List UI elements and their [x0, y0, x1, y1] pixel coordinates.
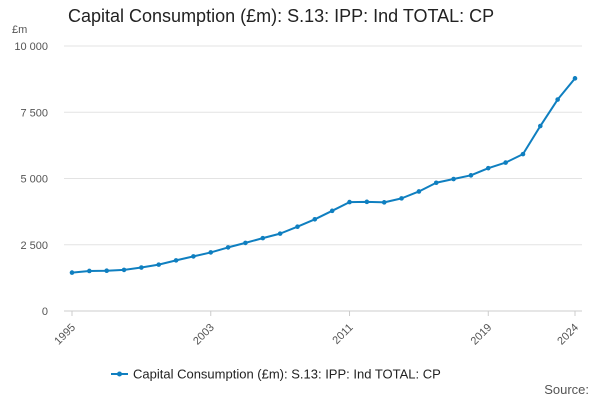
data-point[interactable]: [399, 196, 404, 201]
data-point[interactable]: [277, 231, 283, 236]
data-point[interactable]: [433, 180, 439, 186]
axes: [64, 310, 582, 316]
data-point[interactable]: [260, 235, 266, 241]
legend-marker: [117, 371, 122, 377]
data-point[interactable]: [191, 254, 196, 259]
source-label: Source:: [544, 382, 589, 397]
data-point[interactable]: [87, 268, 92, 274]
series-line: [71, 77, 576, 274]
data-point[interactable]: [485, 165, 491, 171]
data-point[interactable]: [156, 262, 162, 267]
data-point[interactable]: [381, 200, 387, 205]
y-tick-label: 0: [42, 306, 48, 318]
data-point[interactable]: [572, 76, 578, 81]
y-tick-labels: 0 2 500 5 000 7 500 10 000: [14, 41, 48, 318]
data-point[interactable]: [173, 258, 179, 263]
y-tick-label: 7 500: [20, 107, 48, 119]
data-point[interactable]: [104, 268, 109, 274]
x-tick-labels: 1995 2003 2011 2019 2024: [52, 322, 581, 348]
data-point[interactable]: [312, 217, 318, 222]
data-point[interactable]: [295, 224, 300, 230]
x-tick-label: 2011: [330, 322, 355, 347]
x-tick-label: 2003: [191, 322, 217, 348]
data-point[interactable]: [139, 265, 144, 270]
data-point[interactable]: [538, 123, 543, 129]
data-point[interactable]: [347, 199, 352, 205]
y-tick-label: 5 000: [20, 174, 48, 186]
x-tick-label: 1995: [52, 322, 78, 348]
chart-title: Capital Consumption (£m): S.13: IPP: Ind…: [68, 6, 495, 26]
y-tick-label: 2 500: [20, 240, 48, 252]
series-layer: [69, 76, 578, 275]
data-point[interactable]: [329, 208, 335, 214]
gridlines: [64, 45, 582, 246]
data-point[interactable]: [69, 270, 75, 275]
y-axis-unit-label: £m: [12, 24, 27, 36]
data-point[interactable]: [225, 245, 231, 250]
data-point[interactable]: [416, 189, 422, 194]
y-tick-label: 10 000: [14, 41, 48, 53]
legend-entry-label: Capital Consumption (£m): S.13: IPP: Ind…: [133, 367, 441, 382]
data-point[interactable]: [121, 267, 127, 273]
data-point[interactable]: [503, 160, 508, 165]
data-point[interactable]: [468, 173, 474, 178]
data-point[interactable]: [208, 250, 214, 255]
data-point[interactable]: [451, 176, 456, 182]
data-point[interactable]: [364, 199, 370, 205]
data-point[interactable]: [243, 240, 248, 246]
data-point[interactable]: [520, 151, 526, 157]
x-tick-label: 2024: [555, 322, 581, 348]
x-tick-label: 2019: [469, 322, 495, 348]
legend[interactable]: Capital Consumption (£m): S.13: IPP: Ind…: [111, 367, 441, 382]
data-point[interactable]: [555, 97, 560, 102]
